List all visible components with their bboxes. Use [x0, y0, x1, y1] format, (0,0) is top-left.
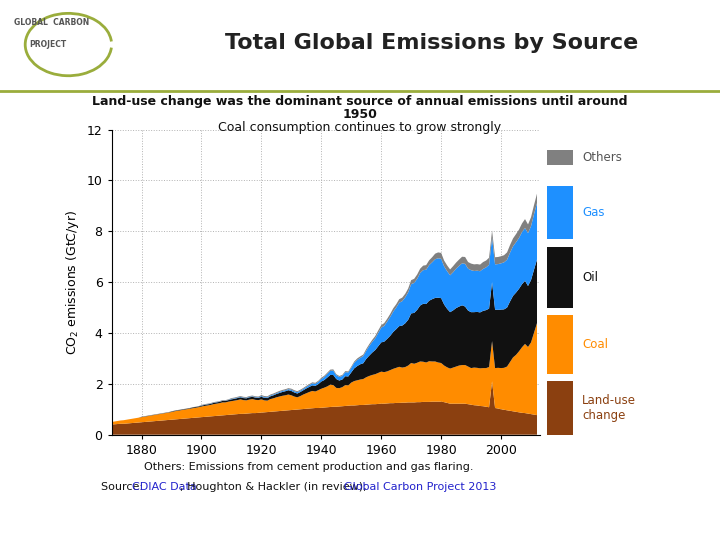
Text: CDIAC Data: CDIAC Data: [132, 482, 197, 492]
Text: Gas: Gas: [582, 206, 605, 219]
Text: Oil: Oil: [582, 271, 598, 284]
Y-axis label: CO$_2$ emissions (GtC/yr): CO$_2$ emissions (GtC/yr): [64, 210, 81, 355]
Text: Land-use
change: Land-use change: [582, 394, 636, 422]
Text: Others: Emissions from cement production and gas flaring.: Others: Emissions from cement production…: [144, 462, 474, 472]
Text: Source:: Source:: [101, 482, 146, 492]
Text: Coal: Coal: [582, 338, 608, 351]
Text: GLOBAL  CARBON: GLOBAL CARBON: [14, 18, 90, 27]
Text: Others: Others: [582, 151, 622, 164]
Text: 1950: 1950: [343, 108, 377, 121]
Text: ; Houghton & Hackler (in review);: ; Houghton & Hackler (in review);: [180, 482, 370, 492]
Text: Coal consumption continues to grow strongly: Coal consumption continues to grow stron…: [218, 122, 502, 134]
Text: Land-use change was the dominant source of annual emissions until around: Land-use change was the dominant source …: [92, 94, 628, 107]
Text: Total Global Emissions by Source: Total Global Emissions by Source: [225, 33, 639, 53]
Text: Global Carbon Project 2013: Global Carbon Project 2013: [344, 482, 497, 492]
Text: PROJECT: PROJECT: [29, 40, 66, 49]
